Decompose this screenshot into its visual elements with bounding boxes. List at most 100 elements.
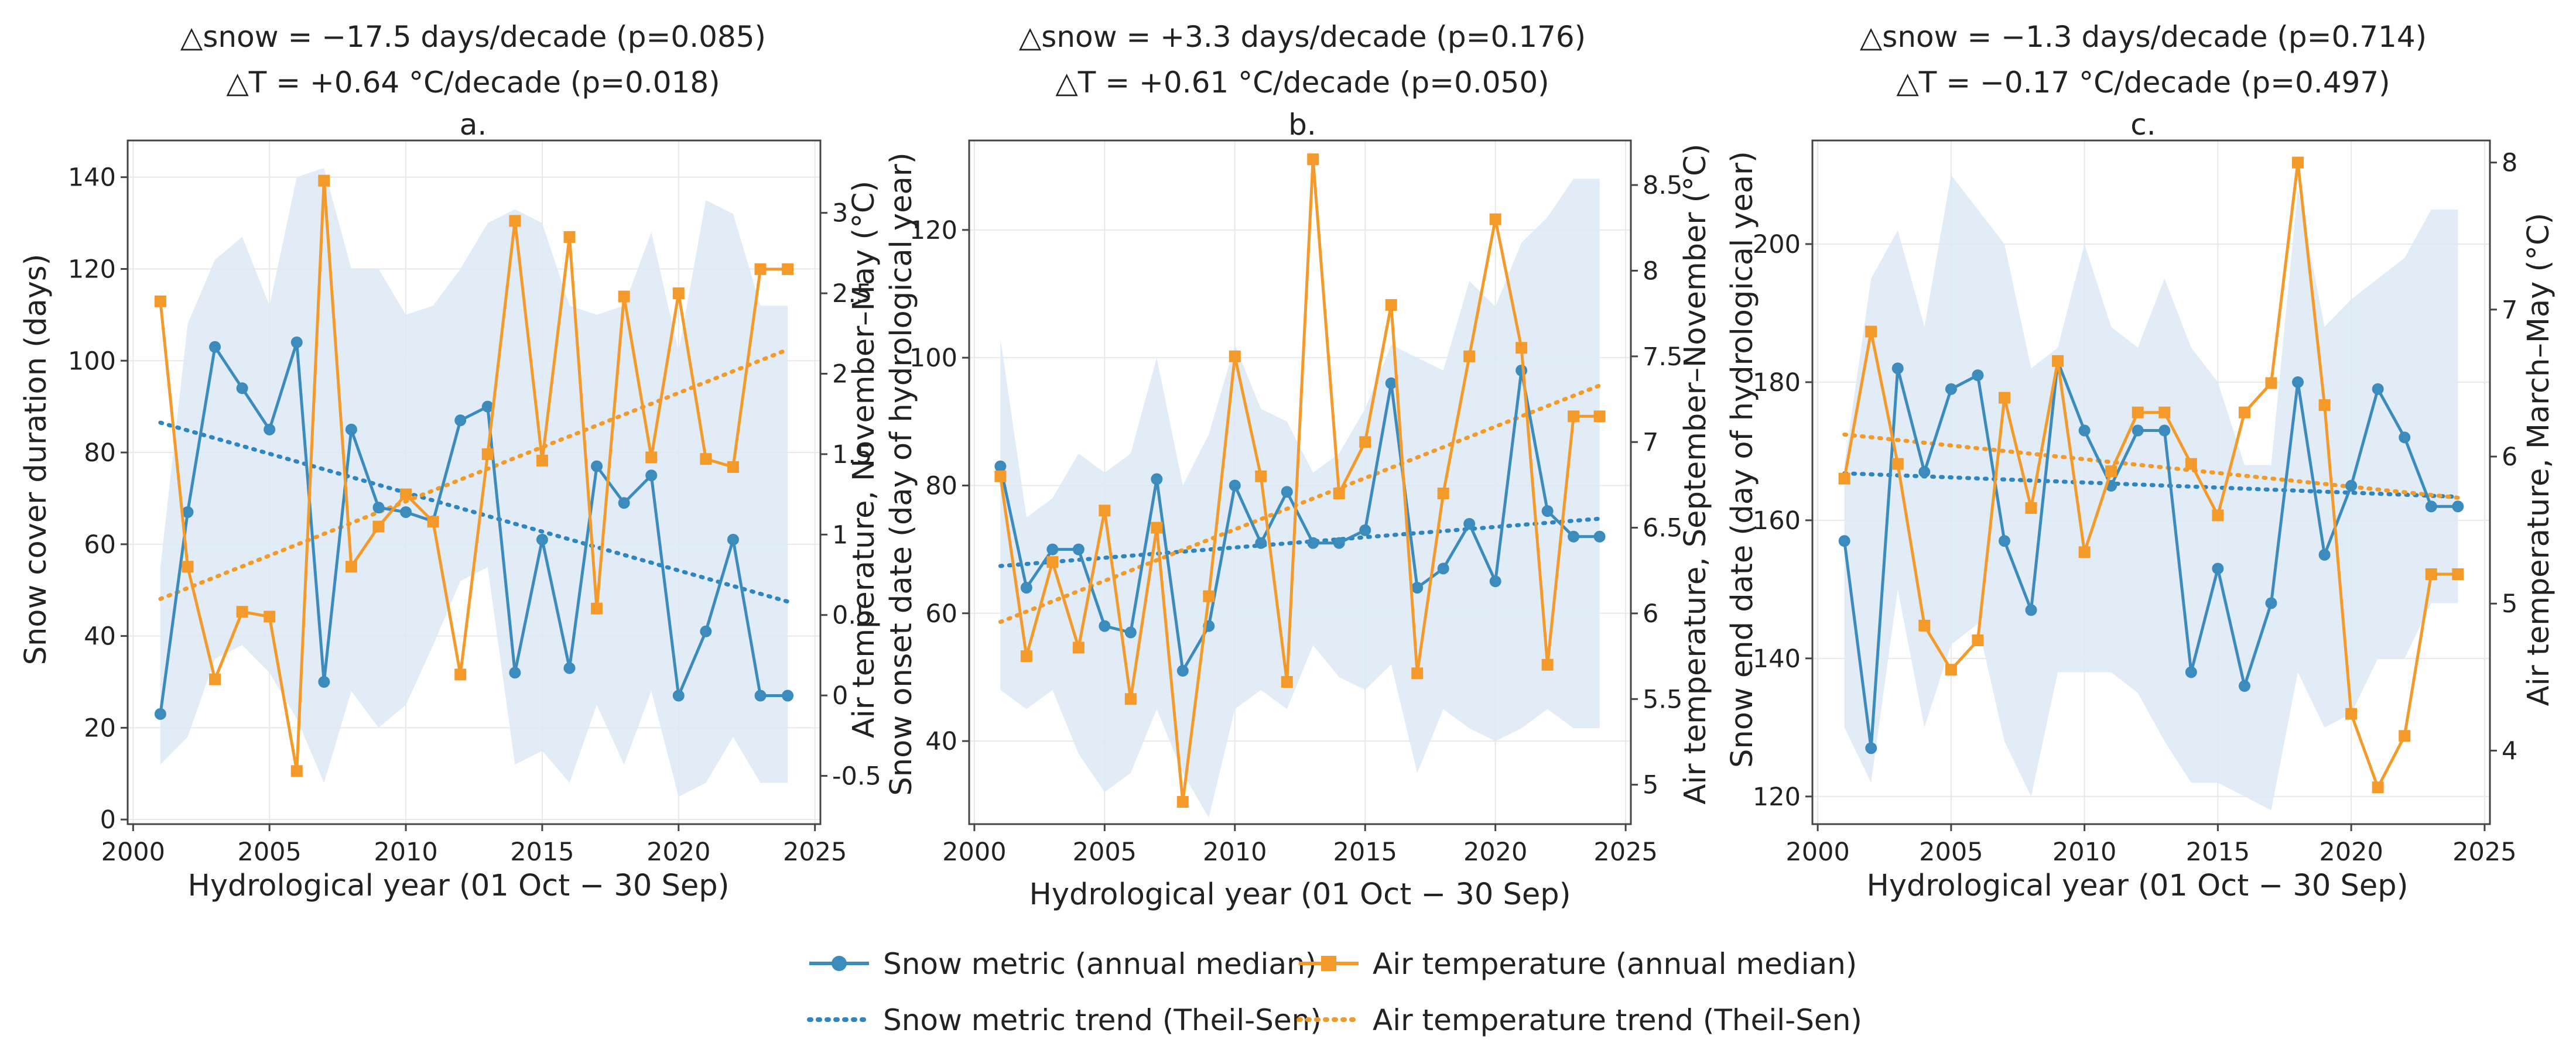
- temp-point: [1568, 410, 1580, 423]
- temp-point: [1333, 488, 1345, 500]
- snow-series-line: [159, 341, 788, 715]
- y-right-tick-label: 7.5: [1643, 342, 1682, 372]
- y-right-tick-label: 8: [1643, 256, 1658, 286]
- snow-point: [209, 341, 221, 353]
- temp-point: [618, 290, 630, 303]
- panel-a-label: a.: [460, 108, 487, 142]
- y-tick-label: 180: [1753, 368, 1801, 397]
- snow-point: [1865, 742, 1877, 754]
- snow-point: [1411, 582, 1424, 594]
- panel-b: △snow = +3.3 days/decade (p=0.176) △T = …: [884, 20, 1713, 912]
- panel-b-xlabel: Hydrological year (01 Oct − 30 Sep): [1029, 877, 1571, 912]
- panel-c-label: c.: [2130, 108, 2156, 142]
- snow-point: [1359, 524, 1371, 536]
- snow-point: [154, 708, 166, 720]
- temp-point: [1463, 350, 1476, 362]
- snow-point: [509, 667, 521, 679]
- y-right-tick-label: -0.5: [832, 762, 881, 791]
- temp-point: [1255, 470, 1267, 482]
- x-tick-label: 2015: [1333, 838, 1397, 867]
- snow-point: [1229, 479, 1241, 492]
- y-tick-label: 160: [1753, 506, 1801, 536]
- snow-point: [400, 506, 412, 518]
- temp-point: [2345, 708, 2358, 720]
- snow-point: [2452, 500, 2464, 513]
- temp-point: [454, 668, 467, 681]
- y-tick-label: 140: [68, 163, 116, 193]
- temp-point: [1151, 522, 1163, 534]
- temp-trend-line: [998, 383, 1602, 625]
- y-right-tick-label: 0: [832, 681, 848, 711]
- y-right-tick-label: 6: [2502, 442, 2517, 472]
- panel-b-ylabel: Snow onset date (day of hydrological yea…: [884, 152, 919, 795]
- temp-point: [182, 561, 194, 573]
- snow-point: [1255, 537, 1267, 549]
- panel-b-title-line2: △T = +0.61 °C/decade (p=0.050): [1055, 66, 1549, 100]
- temp-point: [2265, 377, 2277, 389]
- temp-point: [400, 488, 412, 500]
- temp-point: [536, 454, 548, 466]
- temp-point: [345, 561, 357, 573]
- panel-c-ylabel: Snow end date (day of hydrological year): [1725, 151, 1760, 768]
- snow-point: [2372, 383, 2384, 395]
- temp-trend-line: [1842, 432, 2460, 500]
- y-tick-label: 80: [84, 438, 116, 468]
- y-tick-label: 200: [1753, 230, 1801, 259]
- panel-b-ylabel-right: Air temperature, September–November (°C): [1678, 143, 1713, 804]
- temp-point: [209, 673, 221, 685]
- snow-point: [1972, 369, 1984, 382]
- snow-point: [372, 502, 385, 514]
- y-right-tick-label: 8: [2502, 149, 2517, 178]
- snow-point: [2185, 666, 2197, 678]
- snow-trend-line: [998, 516, 1602, 568]
- x-tick-label: 2000: [1785, 838, 1849, 867]
- temp-point: [236, 606, 248, 618]
- snow-point: [481, 400, 494, 413]
- temp-point: [154, 295, 166, 307]
- y-right-tick-label: 7: [1643, 428, 1658, 457]
- legend-temp-trend-label: Air temperature trend (Theil-Sen): [1373, 1003, 1862, 1037]
- temp-point: [2452, 568, 2464, 580]
- x-tick-label: 2005: [1919, 838, 1983, 867]
- snow-point: [2425, 500, 2437, 513]
- temp-point: [645, 451, 658, 464]
- temp-point: [2318, 399, 2331, 411]
- snow-point: [182, 506, 194, 518]
- y-right-tick-label: 7: [2502, 296, 2517, 325]
- snow-series-line: [998, 369, 1600, 673]
- temp-point: [1020, 650, 1032, 663]
- legend-snow-trend-label: Snow metric trend (Theil-Sen): [883, 1003, 1322, 1037]
- y-right-tick-label: 5: [1643, 771, 1658, 800]
- panel-a-plot: 2000 2005 2010 2015 2020 20250204060801001201…: [68, 139, 881, 867]
- temp-point: [318, 174, 330, 187]
- x-tick-label: 2025: [783, 838, 847, 867]
- temp-point: [1865, 325, 1877, 338]
- temp-point: [1176, 795, 1189, 808]
- panel-c-title-line2: △T = −0.17 °C/decade (p=0.497): [1896, 66, 2390, 100]
- legend-air-temperature-label: Air temperature (annual median): [1373, 947, 1857, 981]
- y-right-tick-label: 5: [2502, 589, 2517, 619]
- temp-point: [2078, 546, 2091, 558]
- y-right-tick-label: 2: [832, 359, 848, 389]
- legend-temp-trend: Air temperature trend (Theil-Sen): [1296, 1003, 1862, 1037]
- panel-c-title-line1: △snow = −1.3 days/decade (p=0.714): [1860, 20, 2427, 54]
- temp-point: [264, 610, 276, 623]
- y-tick-label: 60: [925, 599, 957, 629]
- panel-a-title-line1: △snow = −17.5 days/decade (p=0.085): [180, 20, 766, 54]
- y-right-tick-label: 8.5: [1643, 171, 1682, 200]
- snow-point: [1046, 543, 1059, 555]
- panel-c-ylabel-right: Air temperature, March–May (°C): [2522, 213, 2556, 706]
- temp-point: [481, 448, 494, 460]
- y-right-tick-label: 6: [1643, 599, 1658, 629]
- snow-point: [700, 625, 712, 637]
- snow-point: [618, 497, 630, 509]
- temp-point: [2372, 781, 2384, 794]
- temp-point: [2052, 355, 2064, 367]
- snow-point: [1891, 362, 1904, 375]
- x-tick-label: 2020: [2319, 838, 2383, 867]
- temp-point: [2132, 406, 2144, 418]
- snow-point: [1945, 383, 1957, 395]
- x-tick-label: 2025: [1593, 838, 1657, 867]
- y-tick-label: 20: [84, 713, 116, 743]
- x-tick-label: 2010: [2052, 838, 2116, 867]
